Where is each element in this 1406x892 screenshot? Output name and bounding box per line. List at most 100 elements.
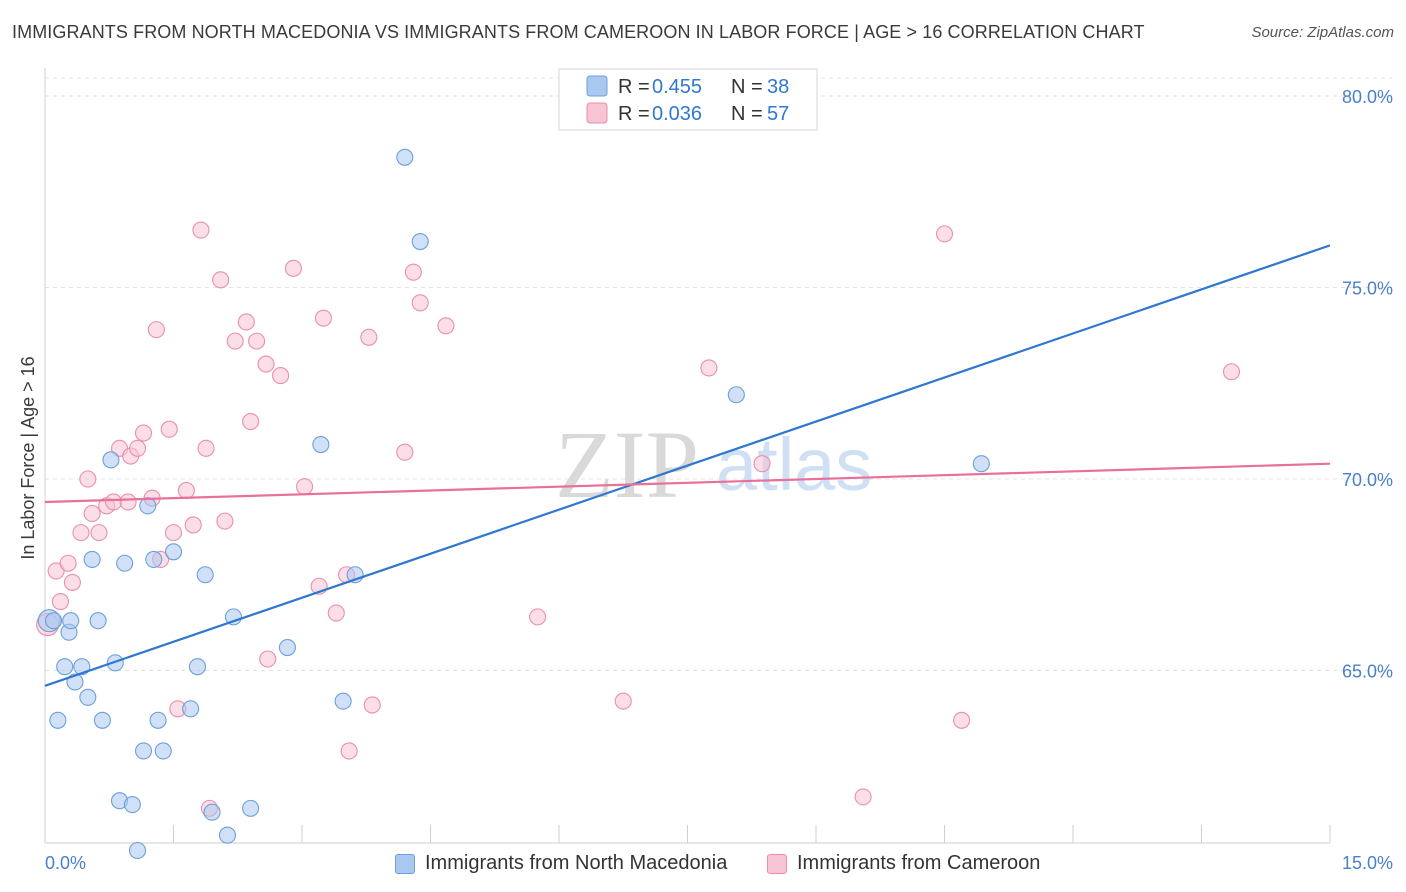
blue-point: [128, 841, 147, 860]
blue-point: [83, 550, 101, 568]
n-label: N =: [731, 76, 763, 98]
watermark: ZIP atlas: [555, 411, 872, 518]
pink-point: [47, 562, 65, 580]
pink-point: [259, 650, 277, 668]
blue-point: [49, 711, 67, 729]
legend-swatch-pink: [767, 853, 787, 874]
pink-point: [192, 221, 210, 239]
x-tick-label: 0.0%: [45, 853, 86, 873]
pink-point: [79, 470, 97, 488]
pink-point: [284, 259, 302, 277]
pink-point: [753, 455, 771, 473]
pink-point: [104, 493, 123, 511]
pink-point: [177, 481, 195, 500]
blue-point: [972, 455, 990, 473]
x-tick-label: 15.0%: [1342, 853, 1393, 873]
legend-swatch-pink: [586, 102, 608, 124]
pink-point: [854, 788, 872, 806]
pink-point: [953, 711, 971, 729]
pink-point: [119, 493, 137, 511]
blue-point: [164, 543, 183, 561]
pink-point: [935, 225, 954, 243]
n-label: N =: [731, 103, 763, 125]
blue-point: [727, 386, 745, 404]
blue-point: [79, 688, 97, 706]
legend-item-north-macedonia[interactable]: Immigrants from North Macedonia: [395, 852, 727, 875]
n-value: 38: [767, 76, 789, 98]
pink-point: [327, 604, 345, 622]
pink-point: [360, 328, 378, 346]
pink-point: [296, 478, 314, 496]
legend-swatch-blue: [586, 75, 608, 97]
pink-point: [83, 504, 101, 523]
blue-point: [89, 612, 107, 630]
pink-point: [216, 512, 234, 530]
trend-lines: [44, 244, 1331, 687]
y-tick-label: 65.0%: [1342, 662, 1393, 682]
legend-swatch-blue: [395, 853, 415, 874]
pink-point: [1222, 363, 1241, 381]
y-tick-label: 80.0%: [1342, 87, 1393, 107]
pink-point: [212, 271, 230, 289]
blue-trend-line: [44, 244, 1331, 687]
blue-point: [188, 658, 207, 676]
pink-point: [72, 524, 90, 542]
stats-legend-row-blue: R = 0.455 N = 38: [586, 75, 789, 98]
blue-point: [182, 700, 200, 718]
pink-point: [128, 439, 147, 457]
blue-point: [56, 658, 74, 676]
r-label: R =: [618, 76, 650, 98]
pink-point: [134, 424, 153, 442]
pink-point: [90, 524, 108, 542]
bottom-legend: Immigrants from North Macedonia Immigran…: [0, 850, 1406, 878]
x-tick-labels: 0.0% 15.0%: [45, 853, 1393, 873]
series-north-macedonia-points: [37, 148, 990, 860]
pink-point: [437, 317, 455, 335]
r-value: 0.455: [652, 76, 702, 98]
legend-item-cameroon[interactable]: Immigrants from Cameroon: [767, 852, 1040, 875]
y-tick-labels: 65.0% 70.0% 75.0% 80.0%: [1342, 87, 1393, 682]
pink-point: [396, 443, 414, 461]
pink-point: [160, 420, 178, 438]
blue-point: [123, 795, 141, 814]
blue-point: [134, 742, 153, 760]
legend-label: Immigrants from Cameroon: [797, 852, 1041, 874]
blue-point: [242, 799, 260, 817]
blue-point: [196, 566, 214, 584]
r-label: R =: [618, 103, 650, 125]
blue-point: [145, 550, 163, 568]
watermark-atlas: atlas: [716, 423, 872, 506]
pink-point: [184, 516, 202, 534]
pink-point: [257, 355, 275, 373]
blue-point: [278, 638, 296, 657]
pink-point: [51, 593, 69, 611]
blue-point: [45, 612, 63, 630]
series-cameroon-points: [36, 221, 1241, 817]
chart-title: IMMIGRANTS FROM NORTH MACEDONIA VS IMMIG…: [12, 22, 1145, 42]
blue-point: [102, 451, 120, 469]
blue-point: [312, 435, 330, 454]
blue-point: [396, 148, 414, 166]
pink-point: [614, 692, 632, 710]
pink-point: [237, 313, 255, 331]
pink-point: [340, 742, 358, 760]
blue-point: [149, 711, 167, 729]
blue-point: [411, 232, 429, 251]
pink-point: [197, 439, 215, 457]
r-value: 0.036: [652, 103, 702, 125]
pink-point: [248, 332, 266, 350]
blue-point: [218, 826, 237, 844]
pink-point: [164, 524, 183, 542]
pink-point: [63, 573, 81, 591]
n-value: 57: [767, 103, 789, 125]
blue-point: [334, 692, 352, 710]
pink-point: [242, 412, 260, 431]
pink-point: [363, 696, 381, 714]
blue-point: [93, 711, 111, 729]
pink-point: [529, 608, 547, 626]
pink-point: [226, 332, 244, 350]
y-axis-label: In Labor Force | Age > 16: [18, 356, 38, 559]
stats-legend: R = 0.455 N = 38 R = 0.036 N = 57: [558, 68, 818, 131]
pink-point: [272, 367, 290, 385]
